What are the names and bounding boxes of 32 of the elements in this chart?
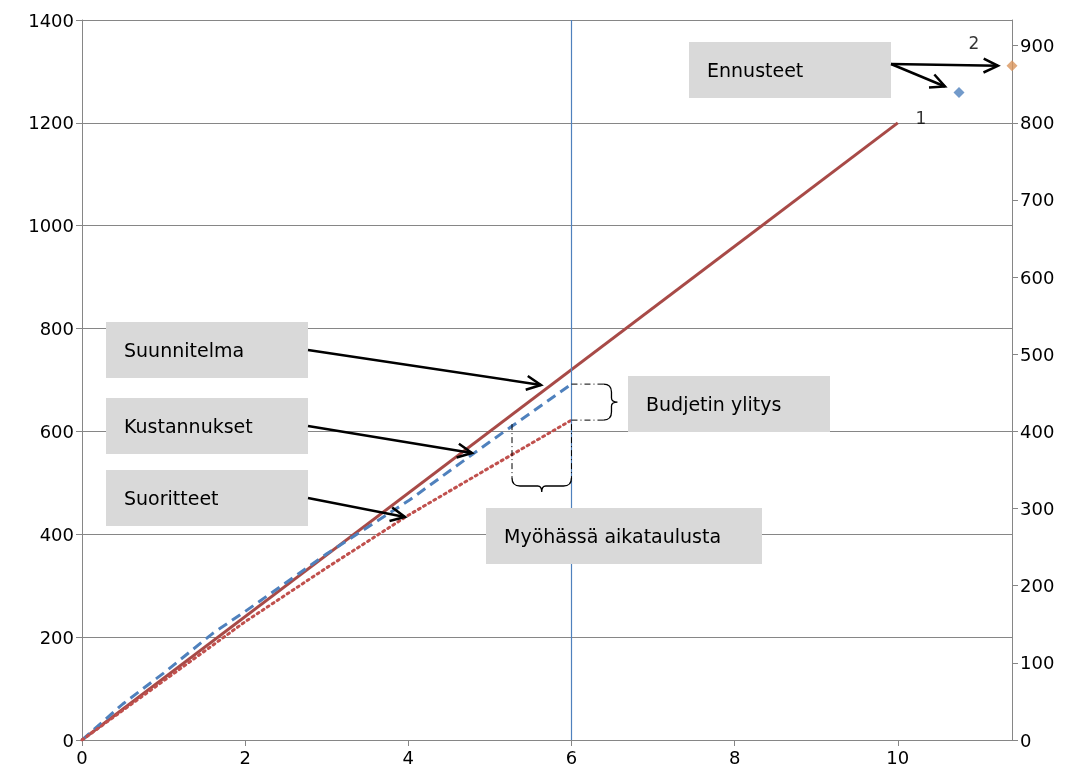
annotation: Budjetin ylitys (646, 393, 782, 415)
y-tick-label: 800 (39, 318, 74, 340)
y2-tick-label: 300 (1020, 498, 1055, 520)
y-tick-label: 1200 (28, 112, 74, 134)
annotation: Ennusteet (707, 59, 804, 81)
y-tick-label: 0 (62, 729, 74, 751)
x-tick-label: 6 (565, 746, 578, 768)
x-tick-label: 8 (728, 746, 741, 768)
y-tick-label: 600 (39, 420, 74, 442)
y-tick-label: 200 (39, 626, 74, 648)
y-tick-label: 1400 (28, 9, 74, 31)
series-label: 2 (968, 32, 980, 53)
annotation: Kustannukset (124, 415, 253, 437)
y2-tick-label: 600 (1020, 266, 1055, 288)
y2-tick-label: 900 (1020, 35, 1055, 57)
x-tick-label: 0 (76, 746, 88, 768)
x-tick-label: 4 (402, 746, 415, 768)
y2-tick-label: 500 (1020, 343, 1055, 365)
y-tick-label: 400 (39, 523, 74, 545)
x-tick-label: 2 (239, 746, 251, 768)
annotation: Suoritteet (124, 487, 219, 509)
y2-tick-label: 200 (1020, 575, 1055, 597)
y2-tick-label: 0 (1020, 729, 1032, 751)
series-label: 1 (915, 107, 927, 128)
y2-tick-label: 700 (1020, 189, 1055, 211)
y-tick-label: 1000 (28, 215, 74, 237)
x-tick-label: 10 (886, 746, 910, 768)
annotation: Myöhässä aikataulusta (504, 525, 722, 547)
annotation: Suunnitelma (124, 339, 245, 361)
y2-tick-label: 100 (1020, 652, 1055, 674)
y2-tick-label: 400 (1020, 420, 1055, 442)
y2-tick-label: 800 (1020, 112, 1055, 134)
